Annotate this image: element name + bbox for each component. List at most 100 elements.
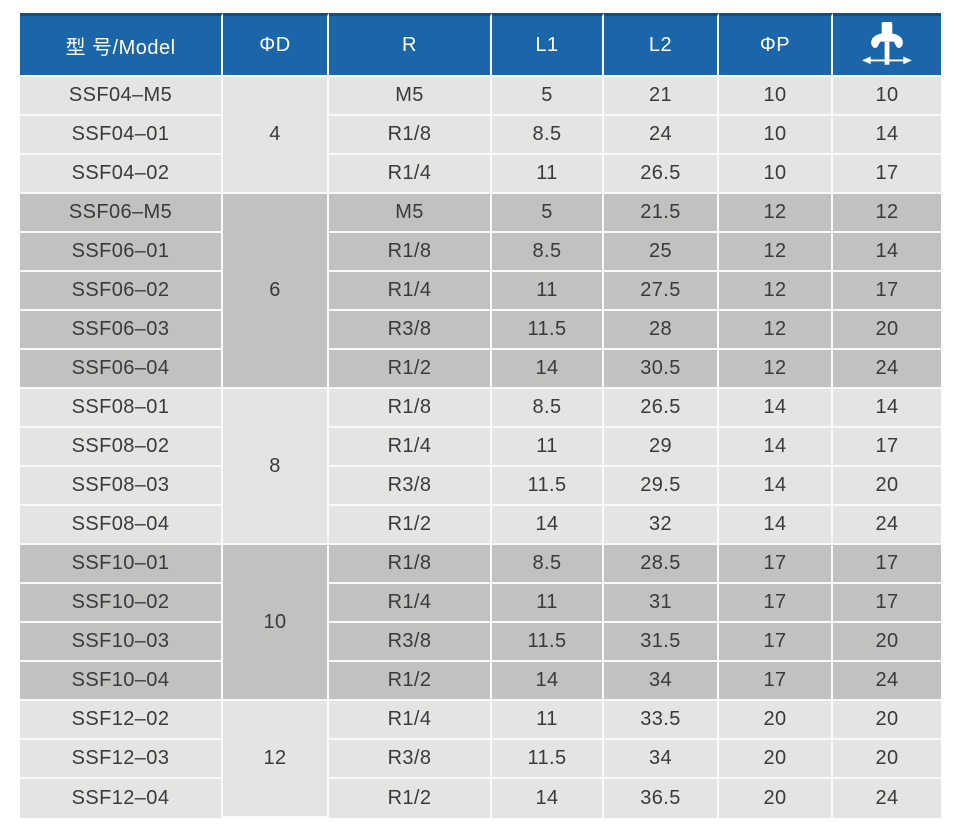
cell-model: SSF12–03	[20, 740, 223, 779]
cell-r: R1/8	[329, 389, 492, 428]
cell-r: M5	[329, 194, 492, 233]
header-wrench-size	[833, 13, 941, 77]
cell-model: SSF12–04	[20, 779, 223, 818]
cell-phi-p: 20	[719, 779, 833, 818]
spec-table: 型 号/Model ΦD R L1 L2 ΦP SSF04–M5 4 M5 5 21 10 10 SSF…	[20, 13, 941, 818]
cell-r: R1/4	[329, 272, 492, 311]
cell-l1: 14	[492, 350, 604, 389]
cell-phi-p: 20	[719, 740, 833, 779]
table-row: SSF10–04 R1/2 14 34 17 24	[20, 662, 941, 701]
table-row: SSF04–M5 4 M5 5 21 10 10	[20, 77, 941, 194]
cell-l1: 5	[492, 77, 604, 116]
cell-phi-p: 12	[719, 233, 833, 272]
cell-r: M5	[329, 77, 492, 116]
cell-phi-d-merged: 10	[223, 545, 329, 701]
cell-model: SSF10–01	[20, 545, 223, 584]
cell-phi-p: 14	[719, 506, 833, 545]
cell-wrench-size: 24	[833, 506, 941, 545]
header-l2: L2	[604, 13, 719, 77]
cell-model: SSF08–03	[20, 467, 223, 506]
cell-model: SSF06–04	[20, 350, 223, 389]
spec-table-container: 型 号/Model ΦD R L1 L2 ΦP SSF04–M5 4 M5 5 21 10 10 SSF…	[20, 13, 941, 818]
cell-wrench-size: 17	[833, 584, 941, 623]
cell-l2: 26.5	[604, 389, 719, 428]
cell-wrench-size: 20	[833, 740, 941, 779]
cell-l1: 11	[492, 584, 604, 623]
cell-r: R1/4	[329, 584, 492, 623]
cell-l1: 8.5	[492, 389, 604, 428]
table-row: SSF06–M5 6 M5 5 21.5 12 12	[20, 194, 941, 389]
table-row: SSF04–02 R1/4 11 26.5 10 17	[20, 155, 941, 194]
cell-phi-p: 12	[719, 311, 833, 350]
cell-l2: 28.5	[604, 545, 719, 584]
cell-r: R1/8	[329, 233, 492, 272]
cell-l1: 11	[492, 701, 604, 740]
table-row: SSF04–01 R1/8 8.5 24 10 14	[20, 116, 941, 155]
table-row: SSF10–02 R1/4 11 31 17 17	[20, 584, 941, 623]
header-r: R	[329, 13, 492, 77]
cell-wrench-size: 12	[833, 194, 941, 233]
header-l1: L1	[492, 13, 604, 77]
cell-l2: 27.5	[604, 272, 719, 311]
table-row: SSF12–04 R1/2 14 36.5 20 24	[20, 779, 941, 818]
cell-r: R1/2	[329, 662, 492, 701]
table-row: SSF08–03 R3/8 11.5 29.5 14 20	[20, 467, 941, 506]
cell-phi-p: 14	[719, 428, 833, 467]
table-row: SSF12–03 R3/8 11.5 34 20 20	[20, 740, 941, 779]
cell-model: SSF12–02	[20, 701, 223, 740]
table-row: SSF12–02 12 R1/4 11 33.5 20 20	[20, 701, 941, 818]
cell-l1: 11.5	[492, 467, 604, 506]
cell-l2: 32	[604, 506, 719, 545]
cell-l1: 14	[492, 779, 604, 818]
cell-model: SSF10–04	[20, 662, 223, 701]
table-row: SSF10–01 10 R1/8 8.5 28.5 17 17	[20, 545, 941, 701]
cell-model: SSF04–02	[20, 155, 223, 194]
cell-phi-d-merged: 8	[223, 389, 329, 545]
cell-phi-p: 14	[719, 389, 833, 428]
table-row: SSF08–02 R1/4 11 29 14 17	[20, 428, 941, 467]
cell-r: R1/8	[329, 116, 492, 155]
table-row: SSF06–03 R3/8 11.5 28 12 20	[20, 311, 941, 350]
table-body: SSF04–M5 4 M5 5 21 10 10 SSF04–01 R1/8 8.5 24 10 14 S…	[20, 77, 941, 818]
cell-model: SSF06–03	[20, 311, 223, 350]
cell-phi-d-merged: 12	[223, 701, 329, 818]
table-header-row: 型 号/Model ΦD R L1 L2 ΦP	[20, 13, 941, 77]
header-model: 型 号/Model	[20, 13, 223, 77]
cell-wrench-size: 20	[833, 311, 941, 350]
cell-l1: 11	[492, 428, 604, 467]
cell-phi-p: 17	[719, 662, 833, 701]
cell-phi-p: 10	[719, 77, 833, 116]
cell-wrench-size: 24	[833, 350, 941, 389]
cell-phi-p: 14	[719, 467, 833, 506]
cell-model: SSF04–01	[20, 116, 223, 155]
cell-model: SSF10–02	[20, 584, 223, 623]
cell-wrench-size: 14	[833, 389, 941, 428]
header-phi-p: ΦP	[719, 13, 833, 77]
cell-phi-p: 17	[719, 623, 833, 662]
cell-l2: 21	[604, 77, 719, 116]
cell-phi-d-merged: 6	[223, 194, 329, 389]
table-row: SSF08–01 8 R1/8 8.5 26.5 14 14	[20, 389, 941, 545]
cell-r: R3/8	[329, 311, 492, 350]
cell-model: SSF06–M5	[20, 194, 223, 233]
cell-l2: 31	[604, 584, 719, 623]
cell-wrench-size: 17	[833, 545, 941, 584]
cell-model: SSF04–M5	[20, 77, 223, 116]
cell-wrench-size: 20	[833, 701, 941, 740]
cell-r: R1/4	[329, 155, 492, 194]
cell-l1: 11	[492, 272, 604, 311]
header-phi-d: ΦD	[223, 13, 329, 77]
cell-wrench-size: 10	[833, 77, 941, 116]
cell-phi-p: 12	[719, 272, 833, 311]
cell-phi-p: 20	[719, 701, 833, 740]
cell-l2: 33.5	[604, 701, 719, 740]
cell-model: SSF10–03	[20, 623, 223, 662]
cell-r: R1/2	[329, 779, 492, 818]
cell-wrench-size: 17	[833, 428, 941, 467]
cell-r: R1/8	[329, 545, 492, 584]
cell-l1: 14	[492, 506, 604, 545]
cell-r: R1/2	[329, 506, 492, 545]
cell-l2: 34	[604, 662, 719, 701]
table-header: 型 号/Model ΦD R L1 L2 ΦP	[20, 13, 941, 77]
